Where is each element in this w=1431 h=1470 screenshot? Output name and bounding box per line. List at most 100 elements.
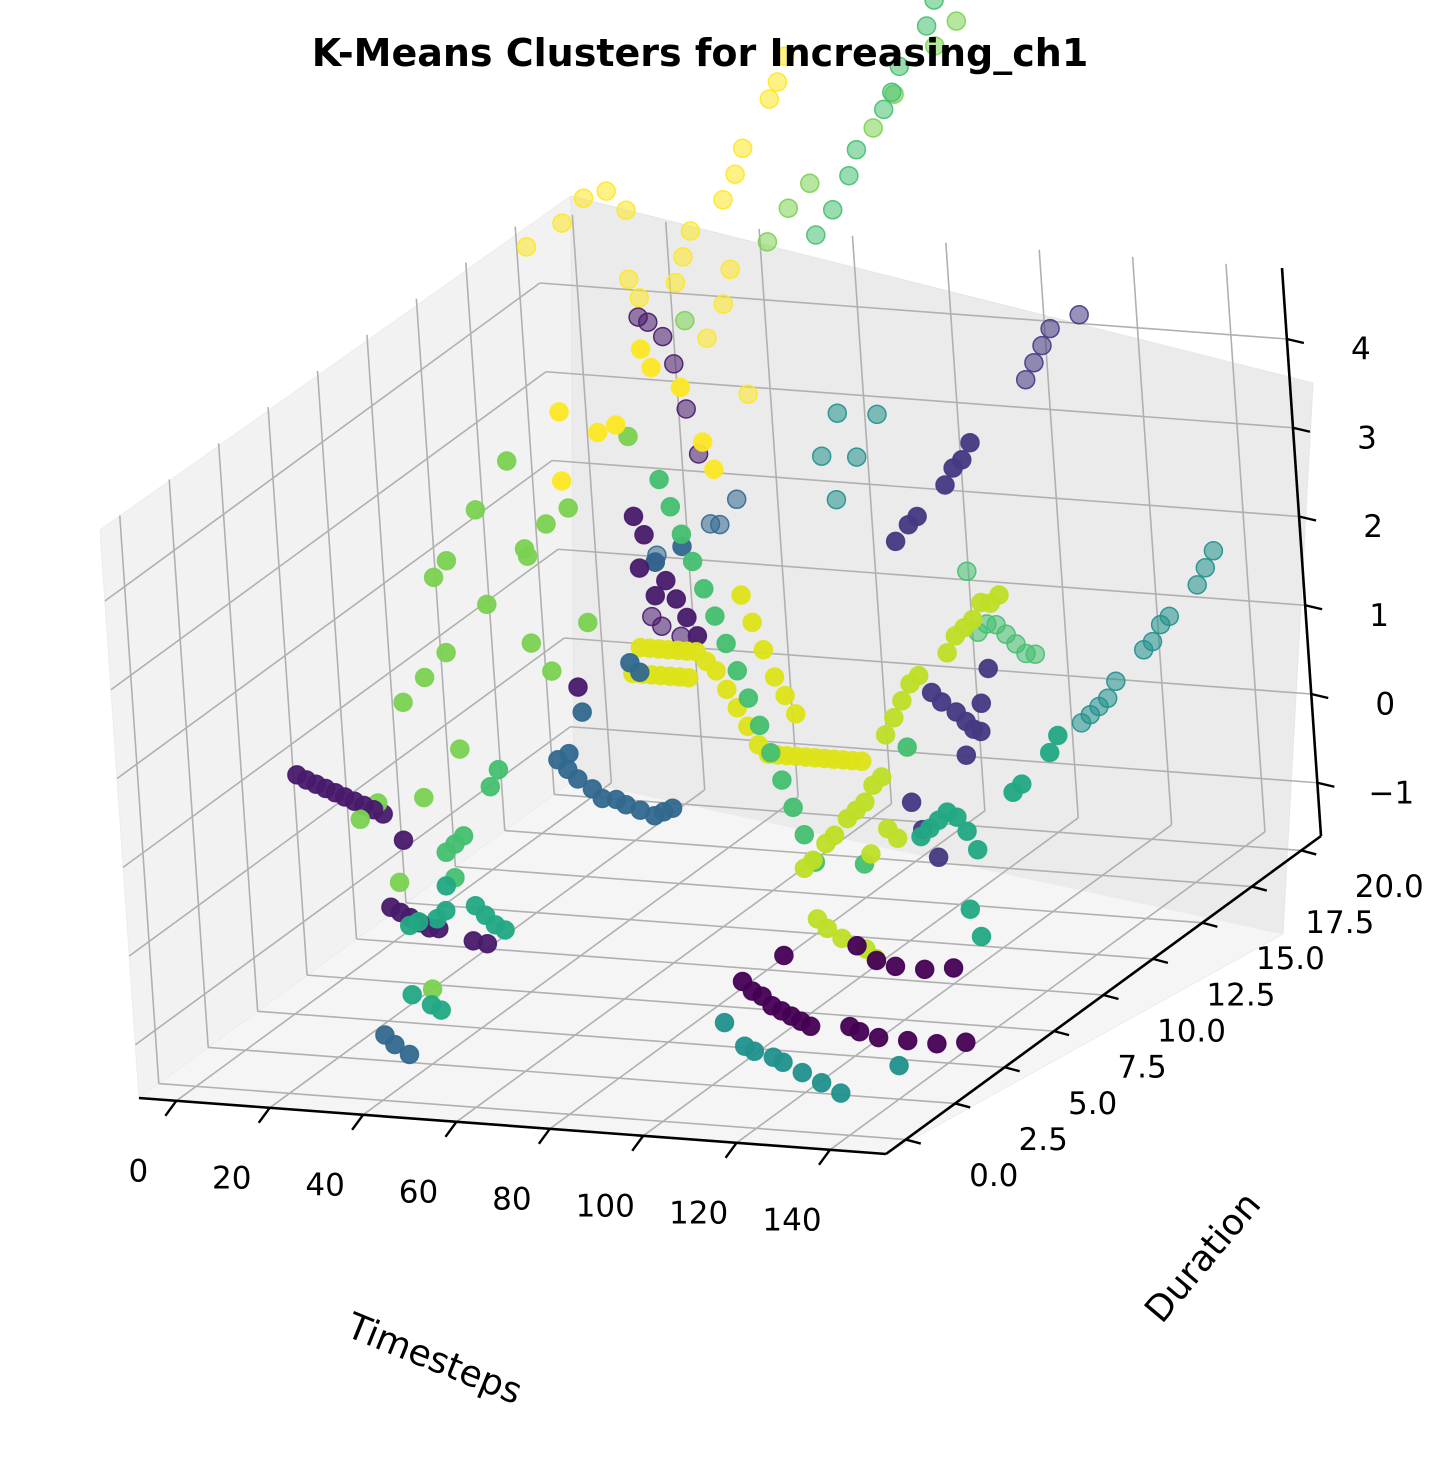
y-tick-label: 20.0 <box>1355 869 1424 905</box>
scatter-point-cluster-4 <box>826 489 847 510</box>
scatter-point-cluster-6 <box>694 579 714 599</box>
scatter-point-cluster-2 <box>946 702 966 722</box>
y-gridline <box>405 902 1153 960</box>
axes <box>138 267 1335 1166</box>
scatter-point-cluster-8 <box>900 673 920 694</box>
z-tick-mark <box>1286 337 1305 345</box>
scatter-point-cluster-9 <box>670 377 691 398</box>
scatter-point-cluster-9 <box>697 328 717 348</box>
scatter-point-cluster-5 <box>402 984 422 1005</box>
scatter-point-cluster-7 <box>414 667 435 688</box>
scatter-point-cluster-9 <box>732 138 753 159</box>
scatter-point-cluster-6 <box>671 524 692 544</box>
y-gridline <box>514 226 556 795</box>
scatter-point-cluster-1 <box>393 830 414 850</box>
x-tick-label: 120 <box>669 1195 728 1231</box>
scatter-point-cluster-6 <box>783 797 803 818</box>
scatter-point-cluster-6 <box>889 56 910 77</box>
scatter-point-cluster-6 <box>660 497 681 517</box>
scatter-point-cluster-3 <box>582 779 603 799</box>
y-tick-mark <box>1103 993 1119 1001</box>
z-tick-mark <box>1310 692 1329 700</box>
y-tick-label: 5.0 <box>1068 1086 1117 1122</box>
scatter-point-cluster-1 <box>623 506 644 527</box>
scatter-point-cluster-8 <box>884 708 904 728</box>
z-gridline <box>539 282 1287 340</box>
scatter-point-cluster-2 <box>971 693 992 714</box>
scatter-point-cluster-6 <box>822 200 843 220</box>
scatter-point-cluster-4 <box>1203 541 1224 561</box>
scatter-point-cluster-6 <box>649 469 669 490</box>
scatter-point-cluster-1 <box>629 558 650 578</box>
scatter-point-cluster-7 <box>517 546 538 566</box>
scatter-point-cluster-5 <box>1048 725 1068 746</box>
scatter-point-cluster-2 <box>1032 335 1052 356</box>
scatter-point-cluster-8-line <box>742 612 762 633</box>
scatter-point-cluster-9 <box>596 181 616 201</box>
scatter-point-cluster-1 <box>463 931 484 951</box>
scatter-point-cluster-8-line <box>630 637 651 658</box>
x-gridline <box>945 242 986 811</box>
z-gridline <box>558 548 1306 607</box>
scatter-point-cluster-2 <box>898 514 919 535</box>
scatter-point-cluster-6 <box>480 776 501 797</box>
scatter-point-cluster-7 <box>778 198 799 218</box>
scatter-point-cluster-4 <box>1106 671 1126 692</box>
scatter-point-cluster-6 <box>738 688 759 708</box>
scatter-point-cluster-9 <box>738 384 758 404</box>
scatter-point-cluster-7 <box>450 739 470 759</box>
z-tick-label: 4 <box>1351 332 1371 368</box>
scatter-point-cluster-3 <box>726 489 747 510</box>
x-gridline <box>664 221 706 790</box>
scatter-point-cluster-9 <box>641 357 661 378</box>
scatter-point-cluster-6 <box>873 99 894 120</box>
scatter-point-cluster-9 <box>587 422 608 443</box>
scatter-point-cluster-4 <box>831 1083 851 1103</box>
y-gridline <box>257 1010 1005 1069</box>
scatter-point-cluster-2 <box>928 847 949 868</box>
scatter-point-cluster-8-line <box>785 704 806 724</box>
scatter-point-cluster-5 <box>1039 742 1060 763</box>
scatter-point-cluster-7 <box>578 612 598 633</box>
scatter-point-cluster-7 <box>521 633 542 653</box>
y-tick-mark <box>1053 1029 1070 1037</box>
y-gridline <box>464 262 506 831</box>
scatter-point-cluster-6 <box>716 633 736 654</box>
scatter-point-cluster-4 <box>811 446 832 466</box>
scatter-point-cluster-7 <box>393 692 413 713</box>
scatter-point-cluster-4 <box>1187 575 1207 595</box>
z-tick-label: −1 <box>1368 775 1414 811</box>
scatter-point-cluster-0 <box>847 936 867 956</box>
scatter-point-cluster-7 <box>946 11 967 31</box>
y-gridline <box>118 515 160 1084</box>
scatter-point-cluster-7 <box>436 642 456 663</box>
z-tick-label: 3 <box>1357 420 1377 456</box>
scatter-point-cluster-0 <box>897 1030 918 1051</box>
scatter-point-cluster-1 <box>634 525 654 545</box>
scatter-point-cluster-8 <box>861 844 881 864</box>
scatter-point-cluster-8 <box>971 592 991 613</box>
scatter-point-cluster-5 <box>421 995 442 1015</box>
scatter-point-cluster-8 <box>937 643 957 663</box>
scatter-point-cluster-2 <box>885 531 906 552</box>
scatter-point-cluster-4 <box>811 1073 832 1093</box>
scatter-point-cluster-5 <box>1003 782 1023 803</box>
y-tick-mark <box>954 1102 971 1109</box>
scatter-point-cluster-0 <box>885 956 906 977</box>
scatter-point-cluster-2 <box>1069 305 1089 325</box>
scatter-point-cluster-1 <box>676 399 696 419</box>
y-tick-mark <box>1004 1066 1020 1073</box>
x-tick-mark <box>444 1121 458 1138</box>
scatter-point-cluster-7 <box>423 567 444 588</box>
scatter-point-cluster-4 <box>734 1036 755 1056</box>
y-tick-label: 7.5 <box>1117 1050 1166 1086</box>
x-tick-mark <box>537 1128 551 1145</box>
scatter-point-cluster-8 <box>945 626 966 646</box>
x-tick-label: 60 <box>399 1174 438 1210</box>
scatter-point-cluster-4 <box>763 1047 784 1067</box>
scatter-point-cluster-6 <box>772 770 792 790</box>
scatter-point-cluster-5 <box>427 909 447 929</box>
x-tick-label: 40 <box>305 1167 344 1203</box>
scatter-point-cluster-7 <box>389 872 410 893</box>
